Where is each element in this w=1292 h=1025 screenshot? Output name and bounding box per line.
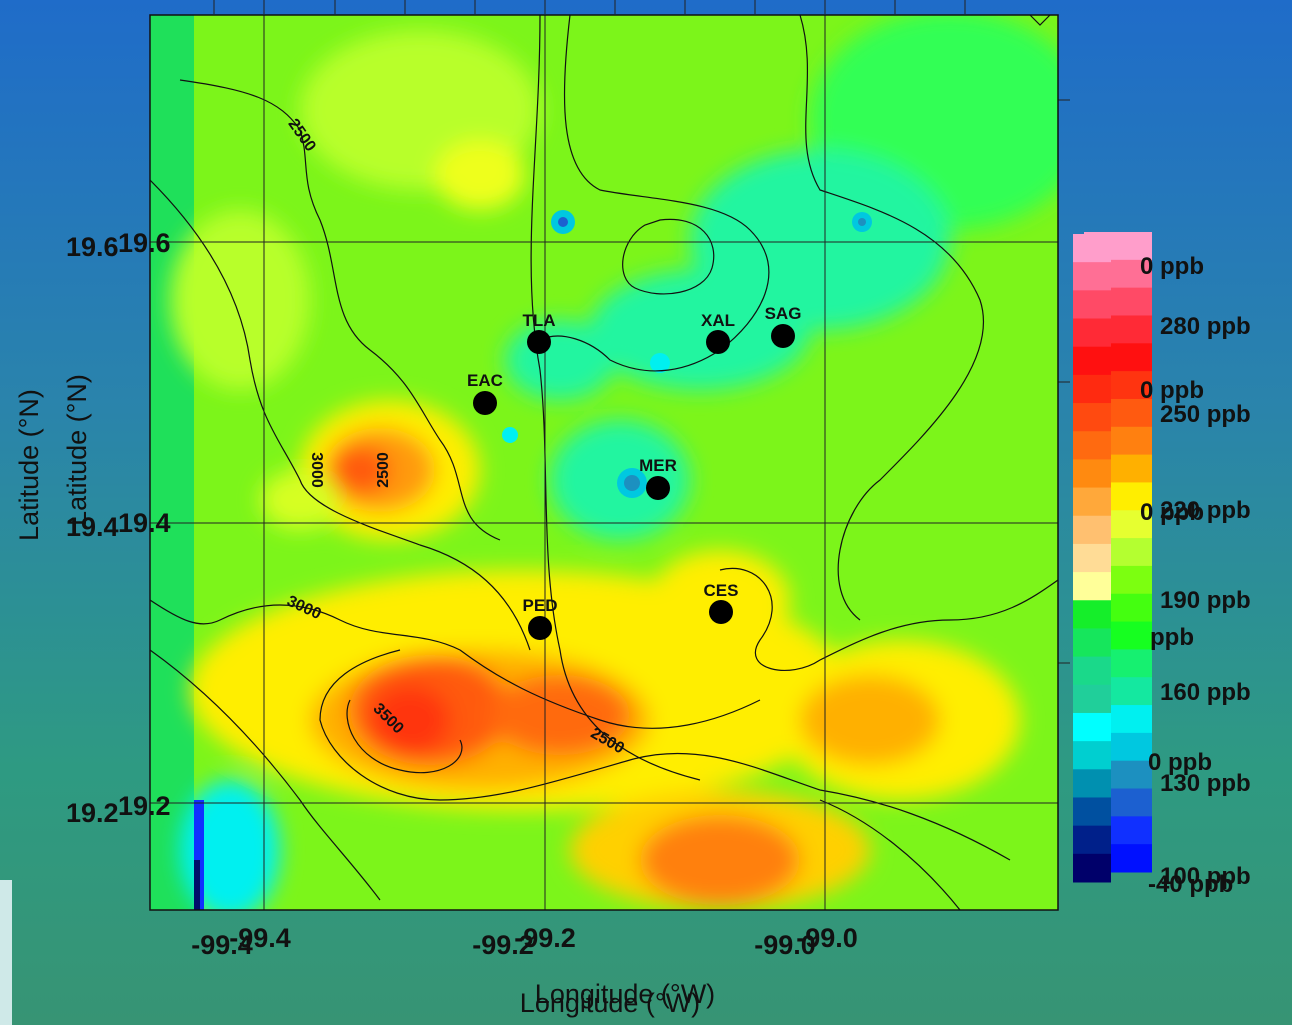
colorbar-swatch bbox=[1073, 656, 1111, 686]
contour-label: 3000 bbox=[308, 452, 325, 488]
colorbar-fragment: ppb bbox=[1150, 624, 1194, 651]
station-label: PED bbox=[523, 596, 558, 615]
x-tick-label: -99.0 bbox=[754, 930, 816, 960]
map-frame bbox=[149, 14, 1059, 911]
contour-label: 2500 bbox=[375, 452, 392, 488]
y-tick-label: 19.4 bbox=[66, 512, 119, 542]
colorbar-swatch bbox=[1073, 741, 1111, 770]
station-marker: MER bbox=[639, 456, 677, 500]
station-marker: CES bbox=[704, 581, 739, 624]
colorbar-fragment: 0 ppb bbox=[1140, 377, 1204, 404]
y-tick-label: 19.2 bbox=[66, 798, 119, 828]
colorbar-swatch bbox=[1073, 797, 1111, 827]
colorbar bbox=[1073, 234, 1111, 883]
colorbar-swatch bbox=[1073, 769, 1111, 798]
x-axis-ticks: -99.4 -99.4 -99.2 -99.2 -99.0 -99.0 bbox=[191, 923, 858, 960]
station-label: SAG bbox=[765, 304, 802, 323]
colorbar-fragment: -40 ppb bbox=[1148, 871, 1233, 898]
map-grid bbox=[150, 15, 1058, 910]
x-tick-label: -99.4 bbox=[191, 930, 253, 960]
station-marker: PED bbox=[523, 596, 558, 640]
y-axis-ticks: 19.6 19.6 19.4 19.4 19.2 19.2 bbox=[66, 228, 171, 828]
station-label: TLA bbox=[522, 311, 555, 330]
colorbar-label: 100 ppb bbox=[1160, 863, 1251, 890]
y-tick-label: 19.2 bbox=[118, 791, 171, 821]
colorbar-background-labels: 0 ppb 0 ppb 0 ppb ppb 0 ppb -40 ppb bbox=[1140, 253, 1233, 898]
colorbar-label: 160 ppb bbox=[1160, 679, 1251, 706]
station-label: MER bbox=[639, 456, 677, 475]
colorbar-swatch bbox=[1073, 684, 1111, 714]
y-axis-title: Latitude (°N) bbox=[62, 374, 92, 526]
colorbar-swatch bbox=[1073, 515, 1111, 545]
x-tick-label: -99.2 bbox=[514, 923, 576, 953]
ozone-concentration-field bbox=[150, 15, 1058, 910]
colorbar-swatch bbox=[1073, 346, 1111, 376]
colorbar-fragment: 0 ppb bbox=[1140, 499, 1204, 526]
colorbar-fragment: 0 ppb bbox=[1140, 253, 1204, 280]
colorbar-swatch bbox=[1073, 543, 1111, 573]
colorbar-swatch bbox=[1073, 403, 1111, 432]
colorbar-swatch bbox=[1073, 431, 1111, 460]
left-edge-strip bbox=[0, 880, 12, 1025]
colorbar-fragment: 0 ppb bbox=[1148, 749, 1212, 776]
stations: TLA EAC XAL SAG MER PED CES bbox=[467, 304, 801, 640]
colorbar-swatch bbox=[1073, 600, 1111, 629]
station-label: CES bbox=[704, 581, 739, 600]
colorbar-swatch bbox=[1073, 234, 1111, 263]
station-marker: TLA bbox=[522, 311, 556, 354]
colorbar-swatch bbox=[1073, 853, 1111, 883]
x-tick-label: -99.4 bbox=[229, 923, 291, 953]
x-tick-label: -99.0 bbox=[796, 923, 858, 953]
colorbar-swatch bbox=[1073, 712, 1111, 742]
background-frame-ticks bbox=[213, 0, 1070, 664]
colorbar-swatch bbox=[1073, 318, 1111, 348]
y-tick-label: 19.6 bbox=[66, 232, 119, 262]
colorbar-swatch bbox=[1073, 572, 1111, 601]
colorbar-label: 280 ppb bbox=[1160, 313, 1251, 340]
station-marker: XAL bbox=[701, 311, 735, 354]
colorbar-swatch bbox=[1073, 262, 1111, 291]
station-marker: EAC bbox=[467, 371, 503, 415]
axis-titles: Latitude (°N) Latitude (°N) Longitude (°… bbox=[14, 374, 715, 1018]
station-marker: SAG bbox=[765, 304, 802, 348]
colorbar-swatch bbox=[1073, 487, 1111, 517]
colorbar-swatch bbox=[1073, 459, 1111, 489]
colorbar-label: 190 ppb bbox=[1160, 587, 1251, 614]
colorbar-swatch bbox=[1073, 825, 1111, 855]
colorbar-label: 130 ppb bbox=[1160, 770, 1251, 797]
x-tick-label: -99.2 bbox=[472, 930, 534, 960]
colorbar-labels: 280 ppb 250 ppb 220 ppb 190 ppb 160 ppb … bbox=[1160, 313, 1251, 890]
station-label: XAL bbox=[701, 311, 735, 330]
station-label: EAC bbox=[467, 371, 503, 390]
x-axis-title: Longitude (°W) bbox=[535, 979, 715, 1009]
colorbar-label: 220 ppb bbox=[1160, 497, 1251, 524]
colorbar-swatch bbox=[1073, 374, 1111, 404]
colorbar-label: 250 ppb bbox=[1160, 401, 1251, 428]
colorbar-swatch bbox=[1073, 628, 1111, 658]
y-tick-label: 19.4 bbox=[118, 508, 171, 538]
y-axis-title: Latitude (°N) bbox=[14, 389, 44, 541]
colorbar-swatch bbox=[1073, 290, 1111, 320]
y-tick-label: 19.6 bbox=[118, 228, 171, 258]
x-axis-title: Longitude (°W) bbox=[520, 988, 700, 1018]
